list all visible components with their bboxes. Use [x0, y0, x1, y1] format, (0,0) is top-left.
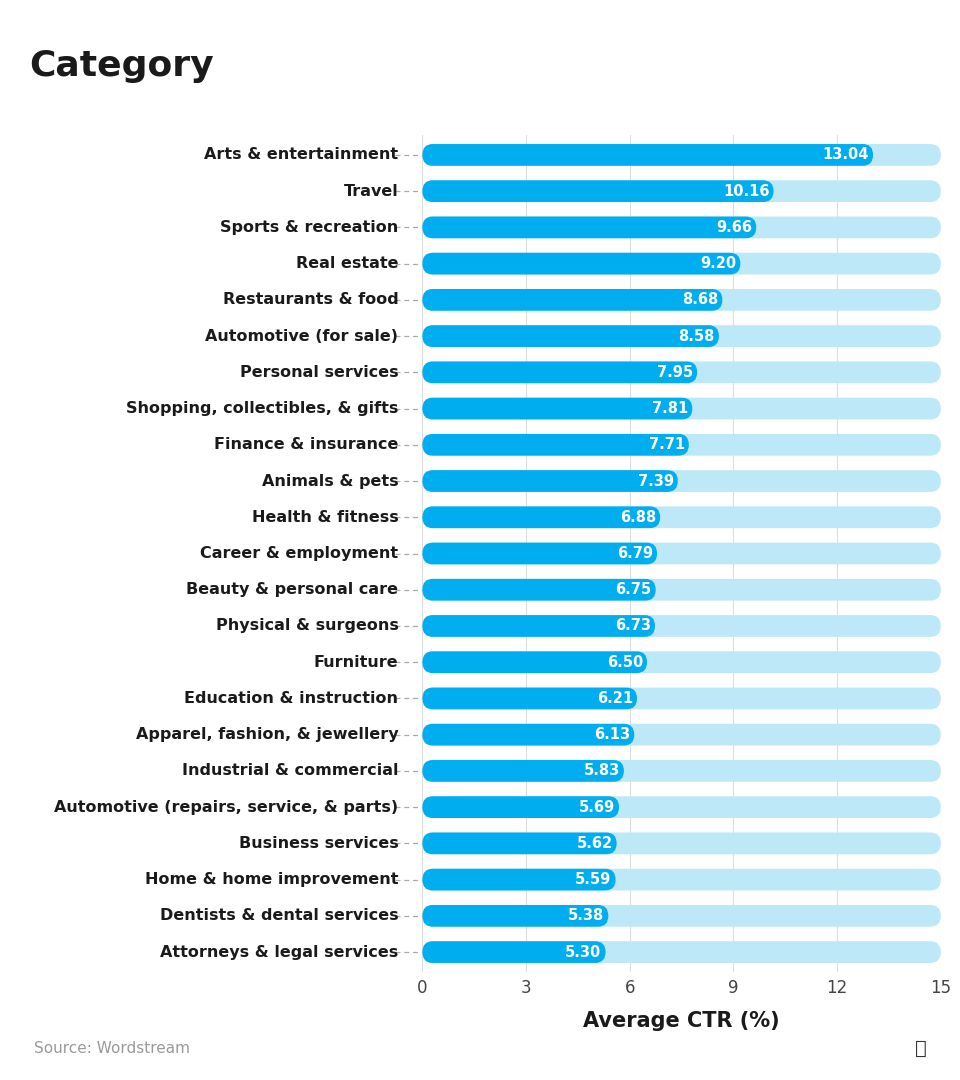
Text: 5.62: 5.62 — [576, 836, 612, 851]
FancyBboxPatch shape — [422, 289, 722, 311]
FancyBboxPatch shape — [422, 905, 609, 927]
Text: Business services: Business services — [239, 836, 398, 851]
FancyBboxPatch shape — [422, 507, 941, 528]
FancyBboxPatch shape — [422, 434, 941, 456]
FancyBboxPatch shape — [422, 325, 941, 347]
FancyBboxPatch shape — [422, 941, 606, 963]
Text: Industrial & commercial: Industrial & commercial — [181, 764, 398, 779]
X-axis label: Average CTR (%): Average CTR (%) — [584, 1011, 780, 1030]
Text: Attorneys & legal services: Attorneys & legal services — [160, 945, 398, 959]
FancyBboxPatch shape — [422, 616, 655, 637]
Text: 5.59: 5.59 — [575, 873, 612, 887]
Text: Automotive (for sale): Automotive (for sale) — [205, 328, 398, 343]
FancyBboxPatch shape — [422, 579, 941, 600]
Text: Home & home improvement: Home & home improvement — [145, 873, 398, 887]
FancyBboxPatch shape — [422, 434, 689, 456]
FancyBboxPatch shape — [422, 833, 941, 854]
FancyBboxPatch shape — [422, 253, 740, 274]
Text: 13.04: 13.04 — [823, 148, 869, 162]
Text: 8.58: 8.58 — [679, 328, 715, 343]
FancyBboxPatch shape — [422, 941, 941, 963]
Text: Source: Wordstream: Source: Wordstream — [34, 1041, 189, 1056]
Text: 6.73: 6.73 — [614, 619, 651, 634]
FancyBboxPatch shape — [422, 470, 941, 491]
FancyBboxPatch shape — [422, 216, 941, 239]
FancyBboxPatch shape — [422, 760, 624, 782]
FancyBboxPatch shape — [422, 507, 660, 528]
FancyBboxPatch shape — [422, 144, 941, 166]
Text: 7.95: 7.95 — [657, 365, 693, 380]
FancyBboxPatch shape — [422, 724, 635, 745]
FancyBboxPatch shape — [422, 216, 756, 239]
FancyBboxPatch shape — [422, 688, 637, 710]
Text: 10.16: 10.16 — [723, 184, 769, 199]
FancyBboxPatch shape — [422, 579, 656, 600]
Text: Education & instruction: Education & instruction — [184, 691, 398, 706]
Text: 🔲: 🔲 — [915, 1039, 926, 1058]
Text: 7.39: 7.39 — [637, 473, 674, 488]
Text: Real estate: Real estate — [296, 256, 398, 271]
Text: Arts & entertainment: Arts & entertainment — [204, 148, 398, 162]
Text: Dentists & dental services: Dentists & dental services — [159, 908, 398, 923]
Text: 6.50: 6.50 — [607, 654, 643, 670]
Text: Health & fitness: Health & fitness — [252, 510, 398, 525]
Text: Sports & recreation: Sports & recreation — [220, 220, 398, 234]
FancyBboxPatch shape — [422, 688, 941, 710]
FancyBboxPatch shape — [422, 542, 941, 565]
Text: Restaurants & food: Restaurants & food — [223, 293, 398, 308]
FancyBboxPatch shape — [422, 651, 647, 673]
FancyBboxPatch shape — [422, 724, 941, 745]
Text: 5.30: 5.30 — [565, 945, 601, 959]
Text: 6.75: 6.75 — [615, 582, 652, 597]
FancyBboxPatch shape — [422, 362, 697, 383]
Text: Beauty & personal care: Beauty & personal care — [186, 582, 398, 597]
FancyBboxPatch shape — [422, 868, 615, 891]
Text: Category: Category — [29, 49, 213, 82]
Text: 6.13: 6.13 — [594, 727, 630, 742]
FancyBboxPatch shape — [422, 180, 774, 202]
FancyBboxPatch shape — [422, 760, 941, 782]
Text: 6.88: 6.88 — [620, 510, 656, 525]
FancyBboxPatch shape — [422, 905, 941, 927]
FancyBboxPatch shape — [422, 833, 616, 854]
FancyBboxPatch shape — [422, 180, 941, 202]
Text: Physical & surgeons: Physical & surgeons — [216, 619, 398, 634]
Text: 5.83: 5.83 — [584, 764, 620, 779]
Text: Personal services: Personal services — [240, 365, 398, 380]
Text: Animals & pets: Animals & pets — [262, 473, 398, 488]
Text: Furniture: Furniture — [314, 654, 398, 670]
Text: Shopping, collectibles, & gifts: Shopping, collectibles, & gifts — [126, 401, 398, 416]
Text: 6.21: 6.21 — [597, 691, 633, 706]
FancyBboxPatch shape — [422, 868, 941, 891]
FancyBboxPatch shape — [422, 253, 941, 274]
FancyBboxPatch shape — [422, 397, 692, 419]
FancyBboxPatch shape — [422, 144, 873, 166]
FancyBboxPatch shape — [422, 616, 941, 637]
FancyBboxPatch shape — [422, 796, 941, 818]
Text: 9.20: 9.20 — [700, 256, 736, 271]
Text: 7.71: 7.71 — [649, 437, 684, 453]
FancyBboxPatch shape — [422, 542, 657, 565]
Text: 9.66: 9.66 — [716, 220, 752, 234]
FancyBboxPatch shape — [422, 397, 941, 419]
Text: 8.68: 8.68 — [682, 293, 718, 308]
FancyBboxPatch shape — [422, 362, 941, 383]
Text: Apparel, fashion, & jewellery: Apparel, fashion, & jewellery — [135, 727, 398, 742]
Text: Career & employment: Career & employment — [201, 546, 398, 561]
Text: 5.69: 5.69 — [579, 799, 615, 814]
Text: 7.81: 7.81 — [652, 401, 688, 416]
FancyBboxPatch shape — [422, 470, 678, 491]
FancyBboxPatch shape — [422, 325, 719, 347]
FancyBboxPatch shape — [422, 796, 619, 818]
Text: Travel: Travel — [344, 184, 398, 199]
Text: Automotive (repairs, service, & parts): Automotive (repairs, service, & parts) — [55, 799, 398, 814]
Text: Finance & insurance: Finance & insurance — [214, 437, 398, 453]
Text: 6.79: 6.79 — [617, 546, 653, 561]
Text: 5.38: 5.38 — [568, 908, 604, 923]
FancyBboxPatch shape — [422, 651, 941, 673]
FancyBboxPatch shape — [422, 289, 941, 311]
